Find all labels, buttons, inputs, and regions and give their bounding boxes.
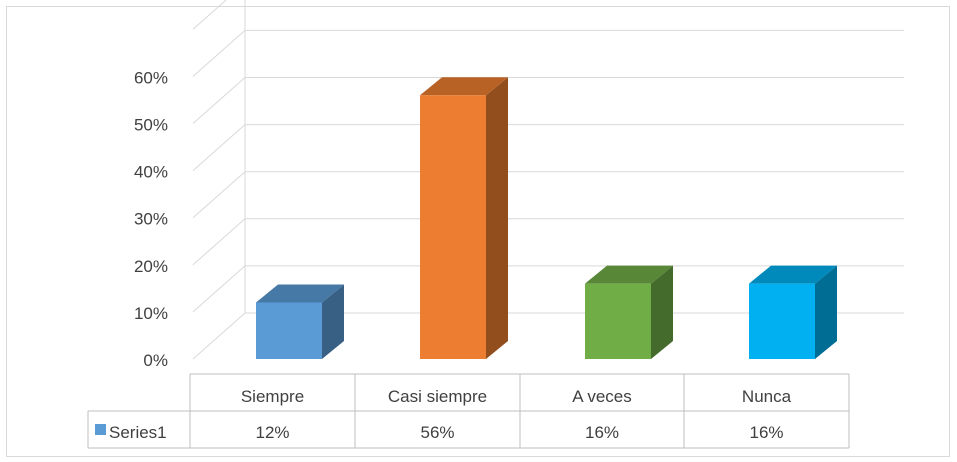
gridline: [192, 312, 904, 360]
bar: [749, 265, 837, 359]
category-label: Nunca: [742, 387, 792, 406]
bar: [420, 77, 508, 360]
series-name: Series1: [109, 423, 167, 442]
gridline: [192, 265, 904, 313]
y-tick-label: 30%: [134, 210, 168, 229]
chart-walls: [244, 0, 246, 313]
y-axis-ticks: 0% 10% 20% 30% 40% 50% 60%: [134, 68, 168, 370]
y-tick-label: 60%: [134, 68, 168, 87]
data-table: Siempre 12% Casi siempre 56% A veces 16% Nunca…: [87, 373, 850, 449]
gridline: [192, 171, 904, 219]
gridline: [192, 124, 904, 171]
value-label: 16%: [749, 423, 783, 442]
gridline: [192, 0, 227, 30]
category-label: Siempre: [241, 387, 304, 406]
y-tick-label: 40%: [134, 163, 168, 182]
gridlines: [192, 0, 904, 360]
gridline: [192, 77, 904, 124]
legend-key: [95, 424, 106, 435]
bar: [585, 265, 673, 359]
value-label: 16%: [585, 423, 619, 442]
bars: [256, 77, 837, 360]
y-tick-label: 0%: [143, 351, 168, 370]
gridline: [192, 218, 904, 266]
y-tick-label: 50%: [134, 116, 168, 135]
category-label: A veces: [572, 387, 632, 406]
y-tick-label: 10%: [134, 304, 168, 323]
y-tick-label: 20%: [134, 257, 168, 276]
gridline: [192, 29, 904, 77]
value-label: 56%: [420, 423, 454, 442]
bar: [256, 284, 344, 359]
value-label: 12%: [255, 423, 289, 442]
category-label: Casi siempre: [388, 387, 487, 406]
